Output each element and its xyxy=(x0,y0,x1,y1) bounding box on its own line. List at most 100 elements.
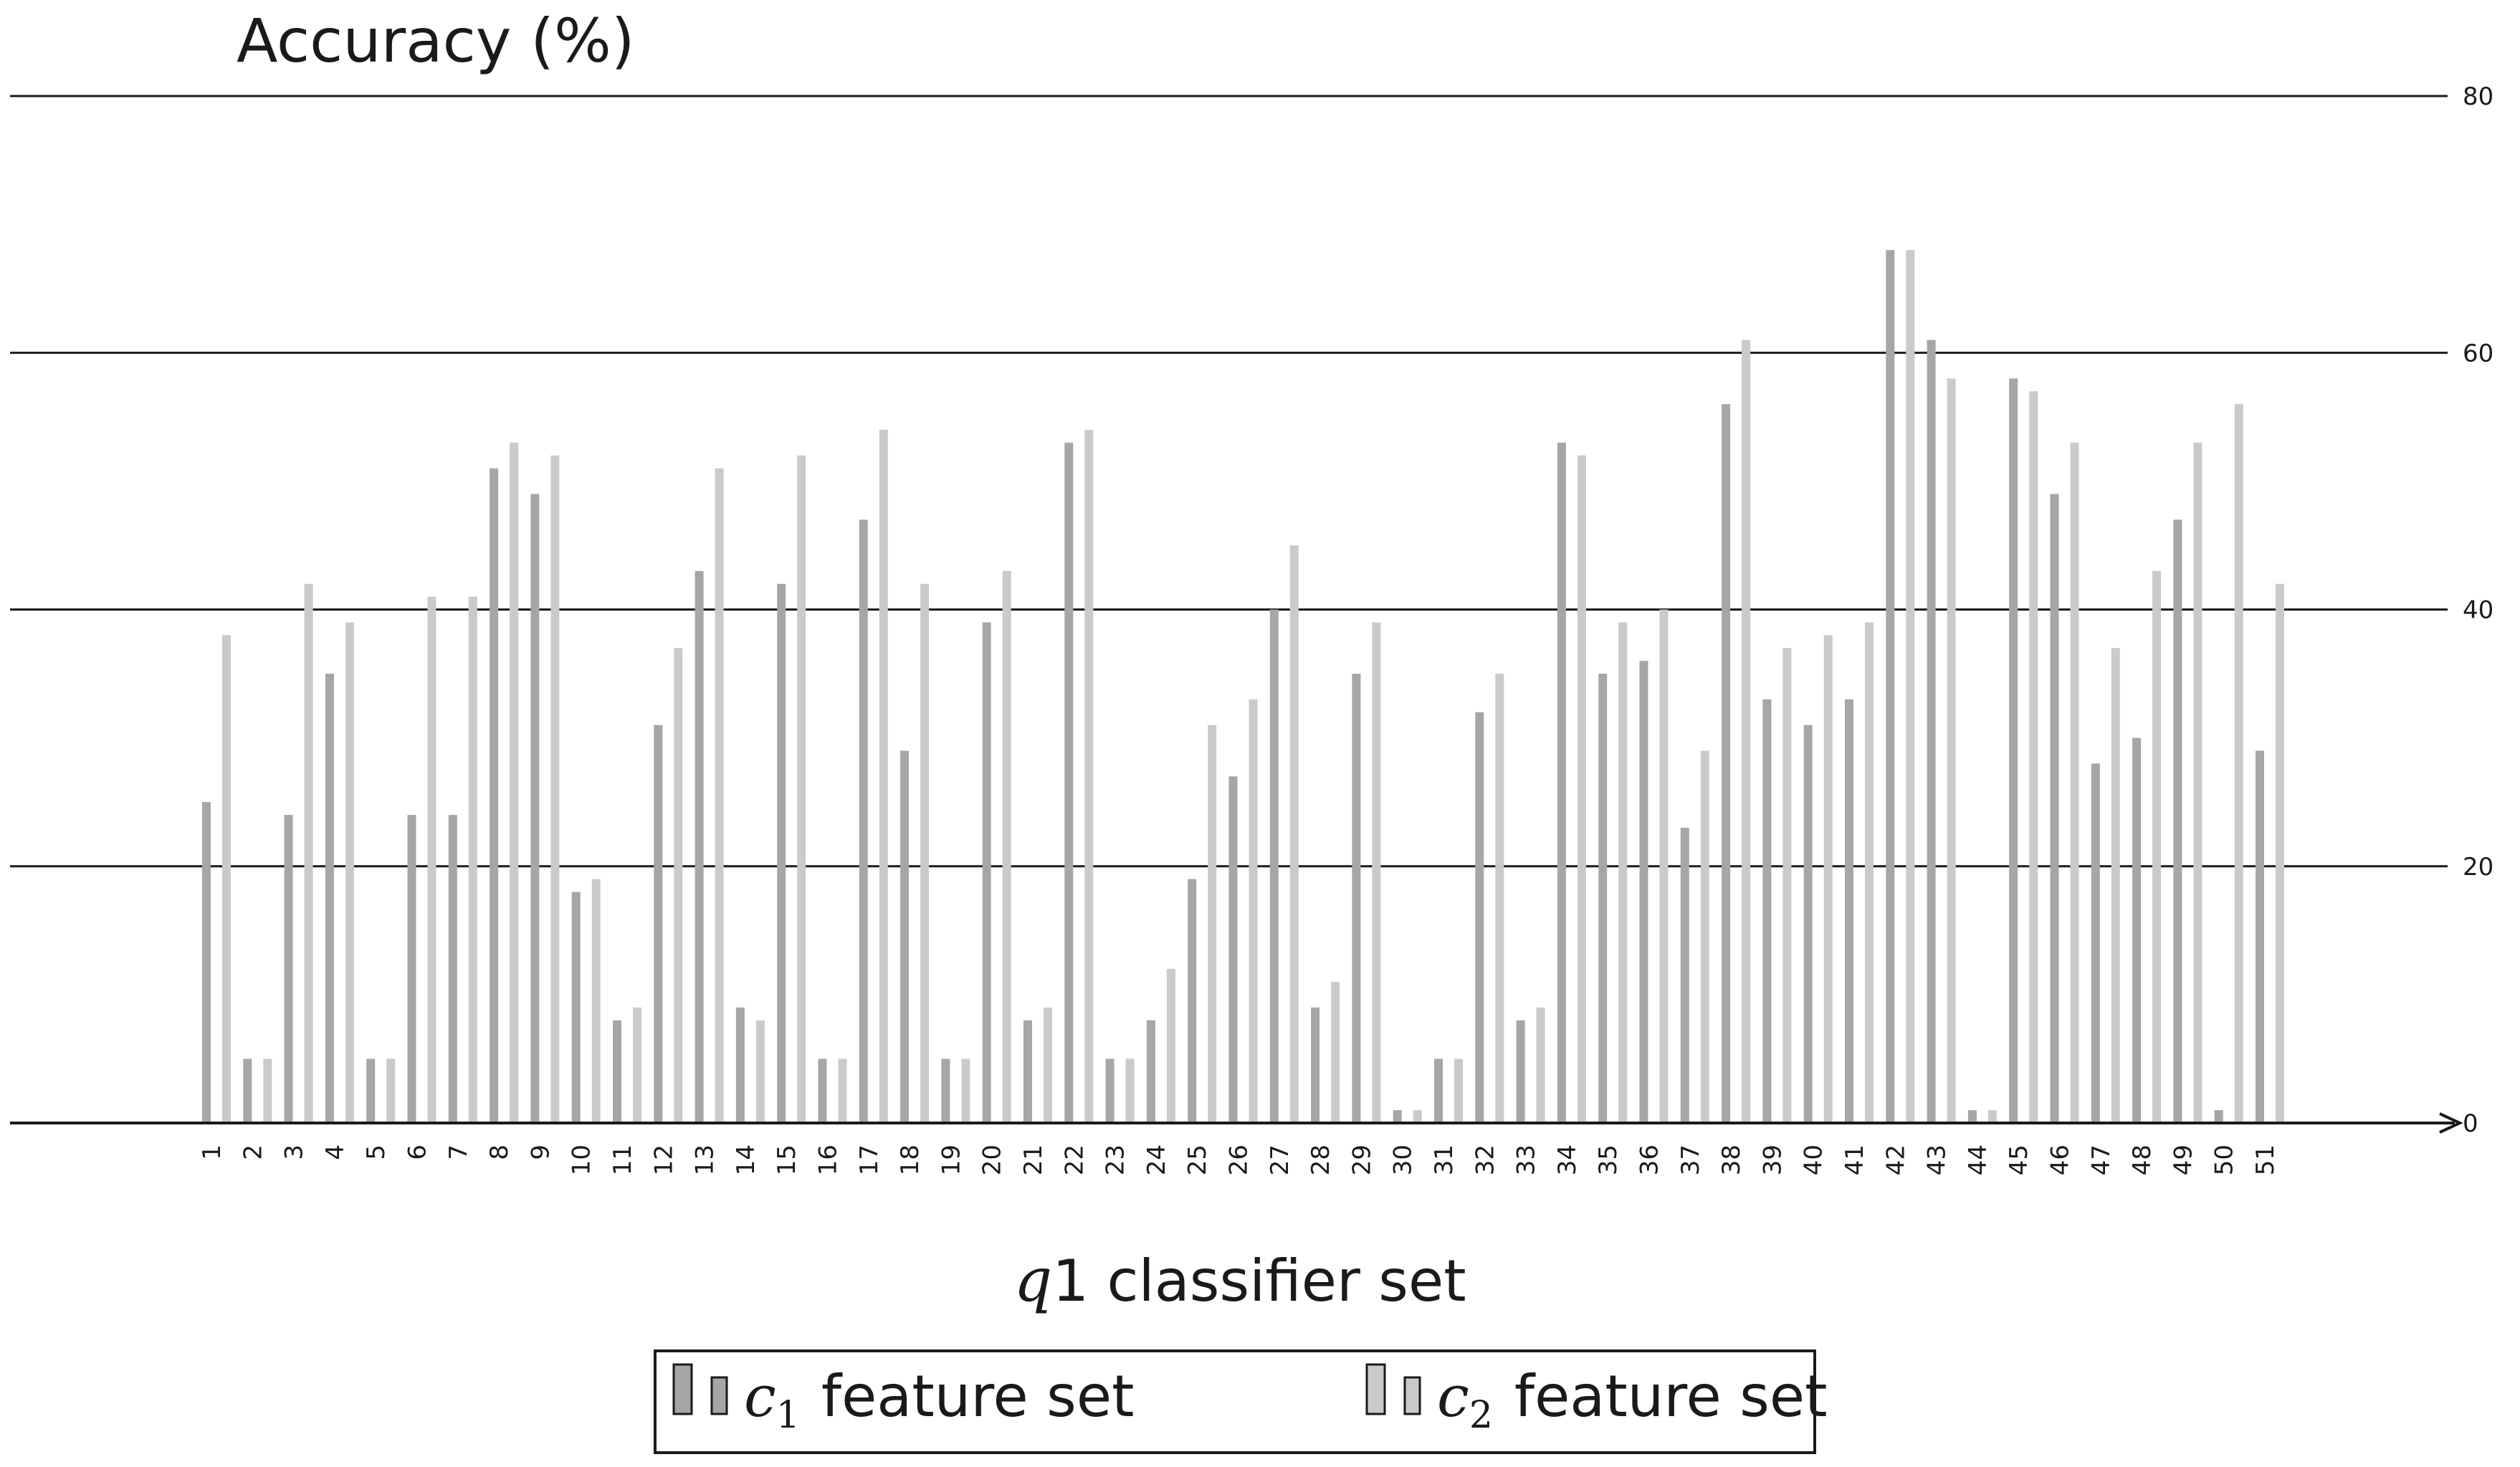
x-tick-label: 37 xyxy=(1676,1145,1705,1175)
bar-series-1 xyxy=(2132,737,2142,1123)
bar-series-1 xyxy=(1188,879,1197,1123)
x-tick-label: 13 xyxy=(691,1145,720,1175)
bar-series-2 xyxy=(550,455,560,1123)
bar-series-2 xyxy=(1454,1059,1463,1123)
x-tick-label: 7 xyxy=(444,1145,473,1160)
x-tick-label: 10 xyxy=(568,1145,596,1175)
x-tick-label: 18 xyxy=(896,1145,925,1175)
x-tick-label: 42 xyxy=(1881,1145,1910,1175)
bar-series-1 xyxy=(1228,776,1238,1123)
bar-series-2 xyxy=(633,1007,641,1123)
bar-series-2 xyxy=(1906,249,1915,1124)
bar-series-2 xyxy=(715,468,724,1123)
bar-series-2 xyxy=(345,622,354,1123)
x-tick-label: 32 xyxy=(1471,1145,1499,1175)
bar-series-1 xyxy=(1762,699,1772,1123)
bar-series-2 xyxy=(1372,622,1381,1123)
x-tick-label: 22 xyxy=(1060,1145,1089,1175)
x-tick-label: 8 xyxy=(485,1145,514,1160)
x-tick-label: 47 xyxy=(2087,1145,2116,1175)
bar-series-1 xyxy=(284,815,293,1123)
y-axis-title: Accuracy (%) xyxy=(237,6,635,76)
bar-series-2 xyxy=(2070,442,2079,1123)
bar-series-1 xyxy=(941,1059,950,1123)
bar-series-1 xyxy=(2173,520,2182,1123)
bar-series-2 xyxy=(674,648,683,1123)
bar-series-1 xyxy=(2050,494,2059,1123)
bar-series-1 xyxy=(1639,661,1648,1123)
bar-series-2 xyxy=(1249,699,1258,1123)
bar-series-1 xyxy=(1516,1020,1525,1123)
bar-series-2 xyxy=(2111,648,2120,1123)
y-tick-label: 80 xyxy=(2463,82,2493,111)
legend-label: c2 feature set xyxy=(1437,1363,1827,1437)
bar-series-2 xyxy=(1742,340,1751,1123)
bar-series-1 xyxy=(1146,1020,1155,1123)
x-tick-label: 38 xyxy=(1717,1145,1746,1175)
bar-series-1 xyxy=(1803,725,1813,1123)
bar-series-2 xyxy=(920,583,930,1123)
bar-series-1 xyxy=(571,892,581,1123)
bar-series-1 xyxy=(1434,1059,1443,1123)
bar-series-1 xyxy=(407,815,416,1123)
bar-series-2 xyxy=(1289,545,1299,1123)
y-tick-label: 20 xyxy=(2463,853,2493,881)
bar-series-1 xyxy=(1311,1007,1320,1123)
bar-series-1 xyxy=(366,1059,376,1123)
bar-series-2 xyxy=(1208,725,1217,1123)
bar-series-1 xyxy=(777,583,786,1123)
bar-series-2 xyxy=(1865,622,1874,1123)
bar-series-2 xyxy=(1618,622,1628,1123)
x-tick-label: 41 xyxy=(1841,1145,1869,1175)
bar-series-1 xyxy=(325,674,334,1123)
x-tick-label: 28 xyxy=(1307,1145,1335,1175)
bar-series-2 xyxy=(263,1059,272,1123)
bar-series-2 xyxy=(386,1059,396,1123)
x-tick-label: 34 xyxy=(1553,1145,1582,1175)
x-tick-labels: 1 2 3 4 5 6 7 8 9 10 11 12 13 14 15 16 17 18 19 20 21 22 23 24 2… xyxy=(198,1145,2280,1175)
x-tick-label: 36 xyxy=(1636,1145,1664,1175)
bar-series-2 xyxy=(2193,442,2202,1123)
x-tick-label: 43 xyxy=(1923,1145,1952,1175)
x-tick-label: 40 xyxy=(1800,1145,1828,1175)
bar-series-1 xyxy=(2256,750,2264,1123)
bar-series-1 xyxy=(1680,828,1689,1123)
bar-series-2 xyxy=(797,455,806,1123)
bar-series-2 xyxy=(1044,1007,1052,1123)
x-tick-label: 25 xyxy=(1183,1145,1212,1175)
x-tick-label: 20 xyxy=(978,1145,1007,1175)
x-tick-label: 33 xyxy=(1512,1145,1541,1175)
bar-series-2 xyxy=(222,635,231,1123)
bar-series-2 xyxy=(1084,429,1094,1123)
legend-swatch xyxy=(672,1363,693,1415)
bar-series-2 xyxy=(1536,1007,1545,1123)
bar-series-2 xyxy=(1002,570,1011,1123)
bar-series-1 xyxy=(1064,442,1074,1123)
bar-series-1 xyxy=(1557,442,1566,1123)
x-tick-label: 46 xyxy=(2046,1145,2075,1175)
x-tick-label: 49 xyxy=(2169,1145,2197,1175)
x-axis-arrow-icon xyxy=(2439,1112,2463,1134)
bar-series-2 xyxy=(427,596,436,1123)
x-tick-label: 15 xyxy=(773,1145,801,1175)
y-tick-label: 40 xyxy=(2463,596,2493,625)
bar-series-2 xyxy=(510,442,519,1123)
legend: c1 feature set c2 feature set xyxy=(672,1363,1827,1437)
x-tick-label: 1 xyxy=(198,1145,226,1160)
legend-swatch xyxy=(1403,1376,1421,1415)
bar-series-2 xyxy=(1782,648,1792,1123)
x-tick-label: 17 xyxy=(855,1145,884,1175)
x-tick-label: 4 xyxy=(321,1145,350,1160)
bar-series-2 xyxy=(755,1020,765,1123)
legend-swatch xyxy=(710,1376,728,1415)
bar-series-2 xyxy=(2276,583,2284,1123)
bar-series-1 xyxy=(2091,763,2100,1123)
bar-series-2 xyxy=(1987,1110,1997,1123)
bar-series-1 xyxy=(243,1059,252,1123)
bar-series-1 xyxy=(1927,340,1936,1123)
bar-series-1 xyxy=(654,725,663,1123)
bar-series-1 xyxy=(490,468,499,1123)
x-tick-label: 12 xyxy=(649,1145,678,1175)
bar-series-1 xyxy=(735,1007,745,1123)
